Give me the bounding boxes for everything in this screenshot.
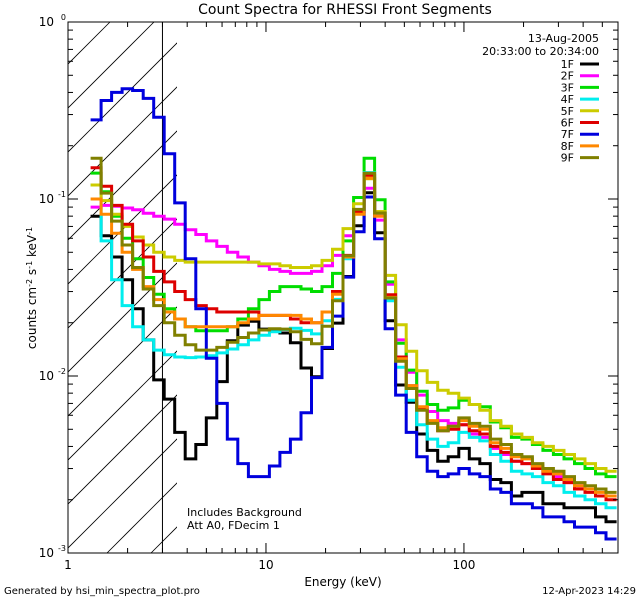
legend-label-6F: 6F bbox=[561, 117, 574, 130]
x-tick-label: 10 bbox=[258, 558, 273, 572]
legend-label-4F: 4F bbox=[561, 93, 574, 106]
legend-label-5F: 5F bbox=[561, 105, 574, 118]
legend-label-9F: 9F bbox=[561, 152, 574, 165]
legend-label-1F: 1F bbox=[561, 58, 574, 71]
date-label: 13-Aug-2005 bbox=[528, 32, 599, 45]
series-line-7F bbox=[90, 87, 617, 541]
time-range-label: 20:33:00 to 20:34:00 bbox=[482, 45, 599, 58]
plot-frame bbox=[67, 21, 619, 554]
y-tick-label: 10 bbox=[39, 192, 54, 206]
y-tick-label: 10 bbox=[39, 369, 54, 383]
generated-by-footer: Generated by hsi_min_spectra_plot.pro bbox=[4, 586, 200, 597]
y-tick-label: 10 bbox=[39, 546, 54, 560]
hatch-line bbox=[68, 394, 177, 505]
hatch-line bbox=[68, 42, 177, 153]
chart-title: Count Spectra for RHESSI Front Segments bbox=[198, 2, 492, 18]
y-tick-exponent: -2 bbox=[58, 367, 66, 376]
y-tick-exponent: -1 bbox=[58, 190, 66, 199]
y-tick-label: 10 bbox=[39, 15, 54, 29]
annotation-background: Includes Background bbox=[187, 506, 302, 519]
timestamp-footer: 12-Apr-2023 14:29 bbox=[542, 586, 636, 597]
x-tick-label: 100 bbox=[452, 558, 475, 572]
hatch-line bbox=[68, 438, 177, 549]
annotation-attenuator: Att A0, FDecim 1 bbox=[187, 519, 280, 532]
hatch-line bbox=[68, 218, 177, 329]
x-tick-label: 1 bbox=[64, 558, 72, 572]
y-tick-exponent: 0 bbox=[61, 13, 66, 22]
x-axis-label: Energy (keV) bbox=[304, 575, 381, 589]
legend-label-8F: 8F bbox=[561, 140, 574, 153]
y-axis-label: counts cm-2 s-1 keV-1 bbox=[25, 227, 40, 349]
legend-label-3F: 3F bbox=[561, 81, 574, 94]
legend-label-2F: 2F bbox=[561, 70, 574, 83]
y-tick-exponent: -3 bbox=[58, 544, 66, 553]
series-line-9F bbox=[90, 156, 617, 494]
legend-label-7F: 7F bbox=[561, 128, 574, 141]
